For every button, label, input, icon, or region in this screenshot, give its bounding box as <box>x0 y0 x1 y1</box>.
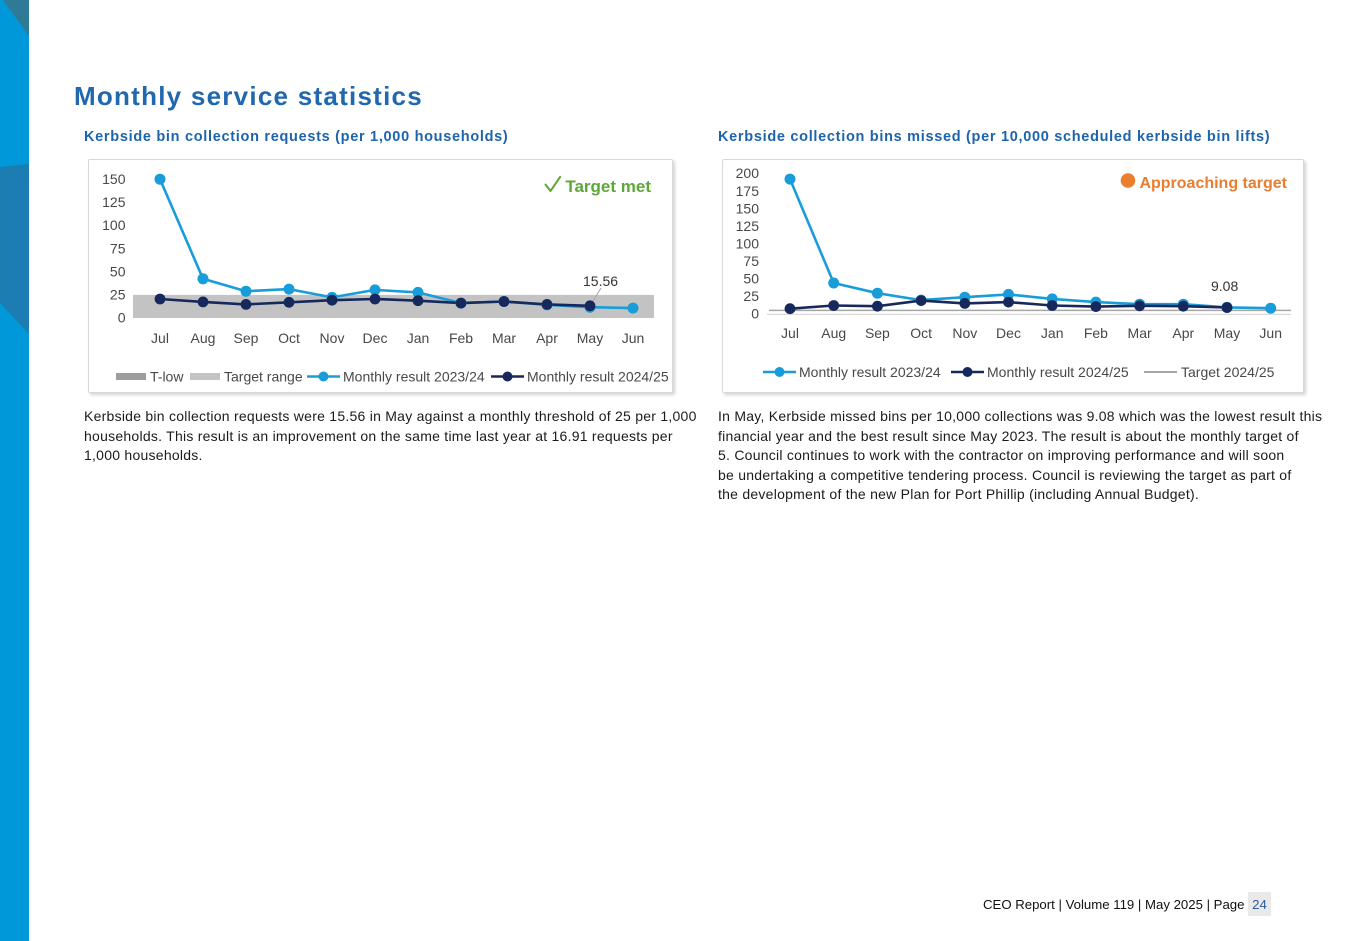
svg-text:75: 75 <box>110 240 126 256</box>
svg-text:Oct: Oct <box>910 325 932 341</box>
svg-text:15.56: 15.56 <box>583 273 618 289</box>
svg-text:100: 100 <box>102 217 126 233</box>
svg-text:T-low: T-low <box>150 369 184 385</box>
svg-text:Dec: Dec <box>363 330 388 346</box>
svg-text:Nov: Nov <box>320 330 345 346</box>
svg-text:Jan: Jan <box>407 330 430 346</box>
svg-text:May: May <box>1214 325 1240 341</box>
svg-text:Target met: Target met <box>565 177 651 196</box>
svg-text:9.08: 9.08 <box>1211 278 1238 294</box>
svg-text:0: 0 <box>118 310 126 326</box>
svg-text:Apr: Apr <box>536 330 558 346</box>
svg-text:0: 0 <box>751 306 759 322</box>
svg-text:Monthly result 2024/25: Monthly result 2024/25 <box>527 369 669 385</box>
svg-text:175: 175 <box>736 183 760 199</box>
svg-text:Sep: Sep <box>234 330 259 346</box>
svg-text:Target range: Target range <box>224 369 303 385</box>
svg-text:Jan: Jan <box>1041 325 1064 341</box>
svg-text:125: 125 <box>102 194 126 210</box>
svg-text:Jun: Jun <box>622 330 645 346</box>
svg-text:Approaching target: Approaching target <box>1139 175 1287 192</box>
svg-text:Aug: Aug <box>191 330 216 346</box>
svg-text:150: 150 <box>102 171 126 187</box>
svg-text:Monthly result 2024/25: Monthly result 2024/25 <box>987 364 1129 380</box>
svg-text:Jul: Jul <box>151 330 169 346</box>
svg-text:Jun: Jun <box>1259 325 1282 341</box>
svg-text:Nov: Nov <box>952 325 977 341</box>
svg-text:Mar: Mar <box>1128 325 1152 341</box>
svg-text:125: 125 <box>736 218 760 234</box>
svg-text:100: 100 <box>736 235 760 251</box>
svg-text:May: May <box>577 330 603 346</box>
svg-text:Target 2024/25: Target 2024/25 <box>1181 364 1275 380</box>
svg-text:Monthly result 2023/24: Monthly result 2023/24 <box>799 364 941 380</box>
svg-text:150: 150 <box>736 200 760 216</box>
svg-text:200: 200 <box>736 165 760 181</box>
svg-text:Feb: Feb <box>449 330 473 346</box>
svg-text:Mar: Mar <box>492 330 516 346</box>
svg-text:50: 50 <box>743 271 759 287</box>
svg-text:50: 50 <box>110 264 126 280</box>
svg-text:Sep: Sep <box>865 325 890 341</box>
svg-text:75: 75 <box>743 253 759 269</box>
svg-text:25: 25 <box>743 288 759 304</box>
svg-text:Feb: Feb <box>1084 325 1108 341</box>
svg-text:Monthly result 2023/24: Monthly result 2023/24 <box>343 369 485 385</box>
svg-text:25: 25 <box>110 287 126 303</box>
svg-text:Oct: Oct <box>278 330 300 346</box>
svg-text:Jul: Jul <box>781 325 799 341</box>
svg-text:Aug: Aug <box>821 325 846 341</box>
svg-text:Apr: Apr <box>1172 325 1194 341</box>
svg-text:Dec: Dec <box>996 325 1021 341</box>
